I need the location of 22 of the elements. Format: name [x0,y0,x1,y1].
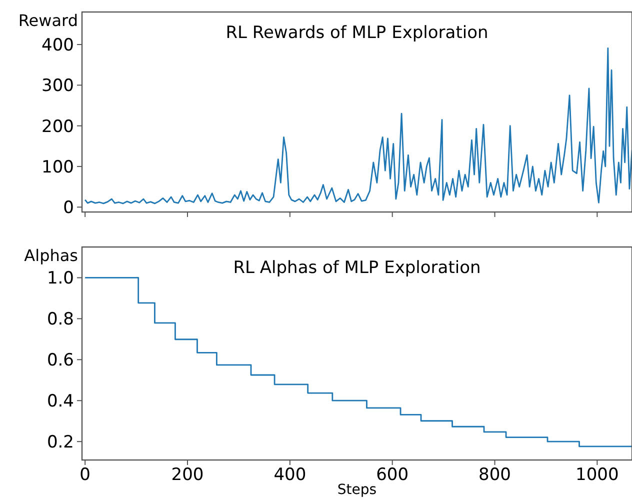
y-tick-label: 400 [42,35,74,56]
y-tick-label: 200 [42,116,74,137]
x-tick-label: 200 [171,465,204,485]
text: RL Alphas of MLP Exploration [233,258,481,278]
y-tick-label: 300 [42,76,74,96]
line-series [84,47,632,204]
x-tick-label: 1000 [576,465,619,485]
y-tick-label: 0.2 [46,432,74,453]
x-tick-label: 400 [274,465,306,485]
y-tick-label: 1.0 [46,268,74,289]
text: RL Rewards of MLP Exploration [226,23,488,43]
x-tick-label: 0 [80,465,90,485]
y-axis-title: Reward [18,11,78,30]
y-axis-title: Alphas [24,246,78,265]
y-tick-label: 0.4 [46,392,74,412]
y-tick-label: 0.6 [46,350,74,371]
y-tick-label: 100 [42,157,74,178]
y-tick-label: 0.8 [46,310,74,330]
y-tick-label: 0 [63,198,74,218]
x-tick-label: 600 [376,465,409,485]
x-tick-label: 800 [478,465,511,485]
x-axis-title: Steps [337,482,377,498]
